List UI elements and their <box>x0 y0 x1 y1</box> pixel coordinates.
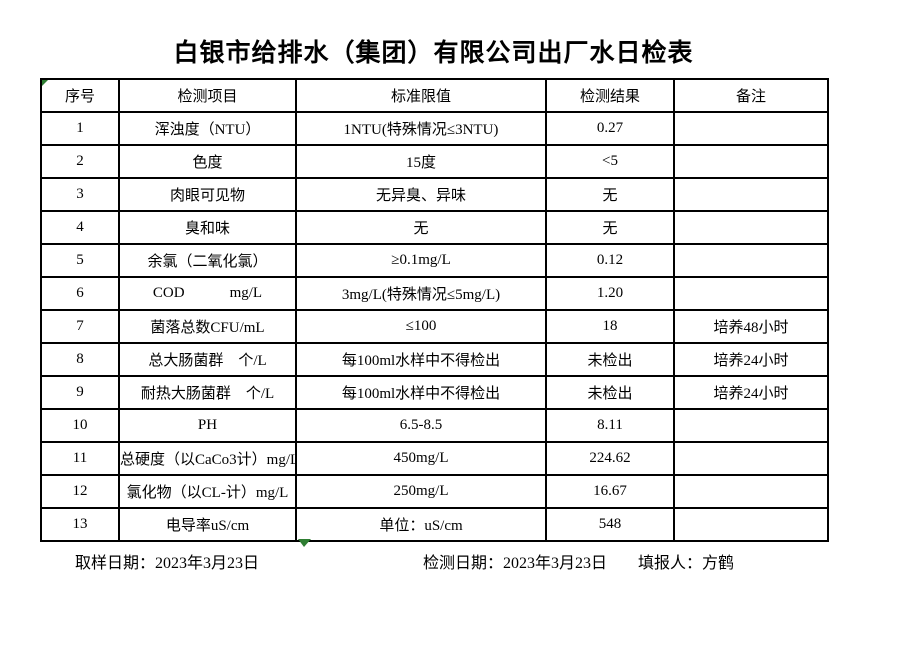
cell-serial: 11 <box>40 441 120 476</box>
column-header-standard: 标准限值 <box>295 78 547 113</box>
cell-standard: 6.5-8.5 <box>295 408 547 443</box>
cell-remark: 培养48小时 <box>673 309 829 344</box>
cell-result: 18 <box>545 309 675 344</box>
cell-standard: 每100ml水样中不得检出 <box>295 375 547 410</box>
column-header-serial: 序号 <box>40 78 120 113</box>
cell-item: 菌落总数CFU/mL <box>118 309 297 344</box>
table-row: 5 余氯（二氧化氯） ≥0.1mg/L 0.12 <box>40 243 829 278</box>
cell-remark <box>673 243 829 278</box>
table-row: 7 菌落总数CFU/mL ≤100 18 培养48小时 <box>40 309 829 344</box>
table-row: 8 总大肠菌群 个/L 每100ml水样中不得检出 未检出 培养24小时 <box>40 342 829 377</box>
cell-standard: 15度 <box>295 144 547 179</box>
cell-serial: 4 <box>40 210 120 245</box>
sampling-date-text: 取样日期：2023年3月23日 <box>75 555 260 572</box>
cell-serial: 13 <box>40 507 120 542</box>
cell-serial: 12 <box>40 474 120 509</box>
table-row: 1 浑浊度（NTU） 1NTU(特殊情况≤3NTU) 0.27 <box>40 111 829 146</box>
cell-serial: 9 <box>40 375 120 410</box>
cell-standard: 3mg/L(特殊情况≤5mg/L) <box>295 276 547 311</box>
cell-serial: 7 <box>40 309 120 344</box>
reporter-text: 填报人：方鹤 <box>638 555 735 572</box>
table-row: 12 氯化物（以CL-计）mg/L 250mg/L 16.67 <box>40 474 829 509</box>
cell-item: 耐热大肠菌群 个/L <box>118 375 297 410</box>
cell-remark <box>673 111 829 146</box>
cell-result: 未检出 <box>545 342 675 377</box>
green-arrow-marker-icon <box>298 539 311 547</box>
cell-serial: 8 <box>40 342 120 377</box>
cell-item: 色度 <box>118 144 297 179</box>
table-row: 11 总硬度（以CaCo3计）mg/L 450mg/L 224.62 <box>40 441 829 476</box>
table-row: 6 COD mg/L 3mg/L(特殊情况≤5mg/L) 1.20 <box>40 276 829 311</box>
cell-serial: 1 <box>40 111 120 146</box>
cell-standard: 无 <box>295 210 547 245</box>
cell-remark <box>673 408 829 443</box>
cell-item: 肉眼可见物 <box>118 177 297 212</box>
table-row: 9 耐热大肠菌群 个/L 每100ml水样中不得检出 未检出 培养24小时 <box>40 375 829 410</box>
cell-remark <box>673 210 829 245</box>
column-header-result: 检测结果 <box>545 78 675 113</box>
cell-result: 0.12 <box>545 243 675 278</box>
testing-date-text: 检测日期：2023年3月23日 <box>423 555 608 572</box>
table-row: 10 PH 6.5-8.5 8.11 <box>40 408 829 443</box>
cell-item: 余氯（二氧化氯） <box>118 243 297 278</box>
cell-remark <box>673 474 829 509</box>
cell-serial: 2 <box>40 144 120 179</box>
column-header-remark: 备注 <box>673 78 829 113</box>
cell-remark: 培养24小时 <box>673 342 829 377</box>
cell-item: 总大肠菌群 个/L <box>118 342 297 377</box>
header-row: 序号 检测项目 标准限值 检测结果 备注 <box>40 78 829 113</box>
cell-remark <box>673 177 829 212</box>
footer: 取样日期：2023年3月23日 检测日期：2023年3月23日 填报人：方鹤 <box>0 549 902 572</box>
cell-standard: 单位：uS/cm <box>295 507 547 542</box>
cell-result: 无 <box>545 210 675 245</box>
cell-standard: 无异臭、异味 <box>295 177 547 212</box>
cell-item: 臭和味 <box>118 210 297 245</box>
table-row: 13 电导率uS/cm 单位：uS/cm 548 <box>40 507 829 542</box>
cell-standard: ≥0.1mg/L <box>295 243 547 278</box>
column-header-item: 检测项目 <box>118 78 297 113</box>
cell-item: 浑浊度（NTU） <box>118 111 297 146</box>
cell-result: 未检出 <box>545 375 675 410</box>
table-row: 4 臭和味 无 无 <box>40 210 829 245</box>
cell-result: 8.11 <box>545 408 675 443</box>
cell-standard: 1NTU(特殊情况≤3NTU) <box>295 111 547 146</box>
table-row: 2 色度 15度 <5 <box>40 144 829 179</box>
cell-serial: 6 <box>40 276 120 311</box>
cell-result: 无 <box>545 177 675 212</box>
cell-remark <box>673 276 829 311</box>
cell-item: PH <box>118 408 297 443</box>
inspection-table: 序号 检测项目 标准限值 检测结果 备注 1 浑浊度（NTU） 1NTU(特殊情… <box>40 78 829 542</box>
cell-item: 氯化物（以CL-计）mg/L <box>118 474 297 509</box>
cell-result: 1.20 <box>545 276 675 311</box>
cell-result: 0.27 <box>545 111 675 146</box>
cell-result: 16.67 <box>545 474 675 509</box>
cell-remark <box>673 507 829 542</box>
cell-result: <5 <box>545 144 675 179</box>
cell-result: 548 <box>545 507 675 542</box>
cell-remark: 培养24小时 <box>673 375 829 410</box>
cell-item: 电导率uS/cm <box>118 507 297 542</box>
cell-remark <box>673 441 829 476</box>
cell-standard: 每100ml水样中不得检出 <box>295 342 547 377</box>
cell-item: 总硬度（以CaCo3计）mg/L <box>118 441 297 476</box>
cell-serial: 3 <box>40 177 120 212</box>
cell-serial: 10 <box>40 408 120 443</box>
cell-standard: 450mg/L <box>295 441 547 476</box>
table-row: 3 肉眼可见物 无异臭、异味 无 <box>40 177 829 212</box>
cell-serial: 5 <box>40 243 120 278</box>
cell-result: 224.62 <box>545 441 675 476</box>
cell-standard: ≤100 <box>295 309 547 344</box>
cell-item: COD mg/L <box>118 276 297 311</box>
cell-standard: 250mg/L <box>295 474 547 509</box>
cell-remark <box>673 144 829 179</box>
page-title: 白银市给排水（集团）有限公司出厂水日检表 <box>173 40 694 67</box>
